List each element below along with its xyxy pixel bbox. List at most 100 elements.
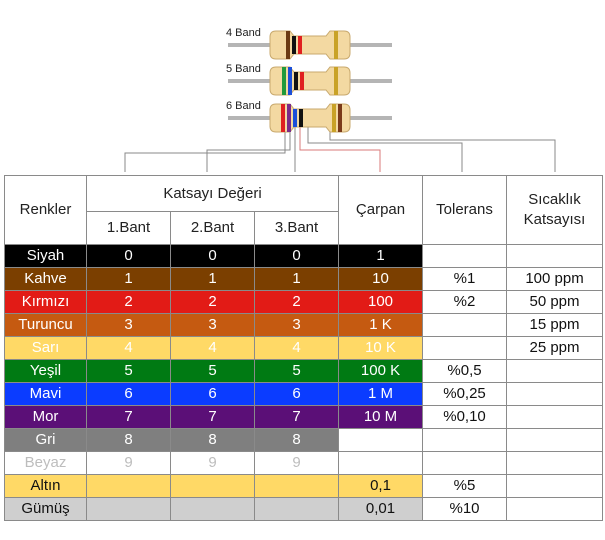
band2-cell: 1 xyxy=(170,267,255,291)
color-code-table: Renkler Katsayı Değeri Çarpan Tolerans S… xyxy=(4,175,604,521)
resistor-band xyxy=(288,67,292,95)
multiplier-cell: 0,01 xyxy=(338,497,424,521)
resistor-band xyxy=(334,67,338,95)
tolerance-cell: %1 xyxy=(422,267,508,291)
resistor-4-band xyxy=(228,30,392,60)
temp-coeff-cell xyxy=(506,474,604,498)
band1-cell xyxy=(86,497,171,521)
band2-cell: 4 xyxy=(170,336,255,360)
tolerance-cell xyxy=(422,428,508,452)
color-name-cell: Gümüş xyxy=(4,497,87,521)
band2-cell: 7 xyxy=(170,405,255,429)
tolerance-cell xyxy=(422,336,508,360)
color-name-cell: Siyah xyxy=(4,244,87,268)
multiplier-cell: 1 M xyxy=(338,382,424,406)
header-bant1: 1.Bant xyxy=(86,211,171,245)
resistor-band xyxy=(338,104,342,132)
header-bant2: 2.Bant xyxy=(170,211,255,245)
temp-coeff-cell xyxy=(506,382,604,406)
tolerance-cell: %10 xyxy=(422,497,508,521)
table-row: Sarı 4 4 4 10 K 25 ppm xyxy=(4,336,604,360)
temp-coeff-cell: 25 ppm xyxy=(506,336,604,360)
band3-cell: 4 xyxy=(253,336,340,360)
color-name-cell: Turuncu xyxy=(4,313,87,337)
table-row: Mor 7 7 7 10 M %0,10 xyxy=(4,405,604,429)
table-row: Turuncu 3 3 3 1 K 15 ppm xyxy=(4,313,604,337)
multiplier-cell: 10 K xyxy=(338,336,424,360)
multiplier-cell: 10 M xyxy=(338,405,424,429)
table-row: Altın 0,1 %5 xyxy=(4,474,604,498)
color-name-cell: Kırmızı xyxy=(4,290,87,314)
tolerance-cell: %2 xyxy=(422,290,508,314)
temp-coeff-cell xyxy=(506,405,604,429)
band2-cell xyxy=(170,474,255,498)
temp-coeff-cell: 50 ppm xyxy=(506,290,604,314)
multiplier-cell: 10 xyxy=(338,267,424,291)
resistor-band xyxy=(300,72,304,90)
label-5-band: 5 Band xyxy=(226,63,261,75)
band1-cell: 3 xyxy=(86,313,171,337)
multiplier-cell: 1 xyxy=(338,244,424,268)
table-row: Siyah 0 0 0 1 xyxy=(4,244,604,268)
band1-cell: 6 xyxy=(86,382,171,406)
label-4-band: 4 Band xyxy=(226,27,261,39)
band1-cell: 1 xyxy=(86,267,171,291)
resistor-band xyxy=(293,109,297,127)
band3-cell: 3 xyxy=(253,313,340,337)
band2-cell: 3 xyxy=(170,313,255,337)
resistor-band xyxy=(292,36,296,54)
label-6-band: 6 Band xyxy=(226,100,261,112)
band2-cell xyxy=(170,497,255,521)
resistor-band xyxy=(298,36,302,54)
color-name-cell: Altın xyxy=(4,474,87,498)
color-name-cell: Mor xyxy=(4,405,87,429)
resistor-band xyxy=(332,104,336,132)
temp-coeff-cell xyxy=(506,428,604,452)
tolerance-cell xyxy=(422,244,508,268)
resistor-band xyxy=(287,104,291,132)
header-tolerans: Tolerans xyxy=(422,175,508,245)
band3-cell: 9 xyxy=(253,451,340,475)
multiplier-cell: 100 xyxy=(338,290,424,314)
tolerance-cell xyxy=(422,451,508,475)
header-katsayi: Katsayı Değeri xyxy=(85,175,340,212)
band1-cell: 9 xyxy=(86,451,171,475)
band1-cell: 7 xyxy=(86,405,171,429)
color-name-cell: Yeşil xyxy=(4,359,87,383)
resistor-band xyxy=(294,72,298,90)
resistor-diagram xyxy=(124,30,556,172)
tolerance-cell: %0,25 xyxy=(422,382,508,406)
band3-cell: 0 xyxy=(253,244,340,268)
table-row: Kahve 1 1 1 10 %1 100 ppm xyxy=(4,267,604,291)
band3-cell: 5 xyxy=(253,359,340,383)
header-carpan: Çarpan xyxy=(338,175,424,245)
multiplier-cell: 1 K xyxy=(338,313,424,337)
tolerance-cell: %0,5 xyxy=(422,359,508,383)
multiplier-cell: 0,1 xyxy=(338,474,424,498)
connector-bant1 xyxy=(206,118,291,172)
header-row-1: Renkler Katsayı Değeri Çarpan Tolerans S… xyxy=(4,175,604,245)
band2-cell: 8 xyxy=(170,428,255,452)
header-bant3: 3.Bant xyxy=(253,211,340,245)
color-name-cell: Kahve xyxy=(4,267,87,291)
band3-cell: 7 xyxy=(253,405,340,429)
table-row: Mavi 6 6 6 1 M %0,25 xyxy=(4,382,604,406)
temp-coeff-cell xyxy=(506,451,604,475)
temp-coeff-cell: 100 ppm xyxy=(506,267,604,291)
temp-coeff-cell xyxy=(506,244,604,268)
multiplier-cell xyxy=(338,428,424,452)
band1-cell: 4 xyxy=(86,336,171,360)
temp-coeff-cell xyxy=(506,497,604,521)
resistor-band xyxy=(299,109,303,127)
color-name-cell: Beyaz xyxy=(4,451,87,475)
band1-cell: 5 xyxy=(86,359,171,383)
band1-cell: 8 xyxy=(86,428,171,452)
resistor-band xyxy=(286,31,290,59)
table-row: Kırmızı 2 2 2 100 %2 50 ppm xyxy=(4,290,604,314)
band1-cell xyxy=(86,474,171,498)
band1-cell: 2 xyxy=(86,290,171,314)
band2-cell: 2 xyxy=(170,290,255,314)
table-row: Gri 8 8 8 xyxy=(4,428,604,452)
color-name-cell: Gri xyxy=(4,428,87,452)
band3-cell: 1 xyxy=(253,267,340,291)
